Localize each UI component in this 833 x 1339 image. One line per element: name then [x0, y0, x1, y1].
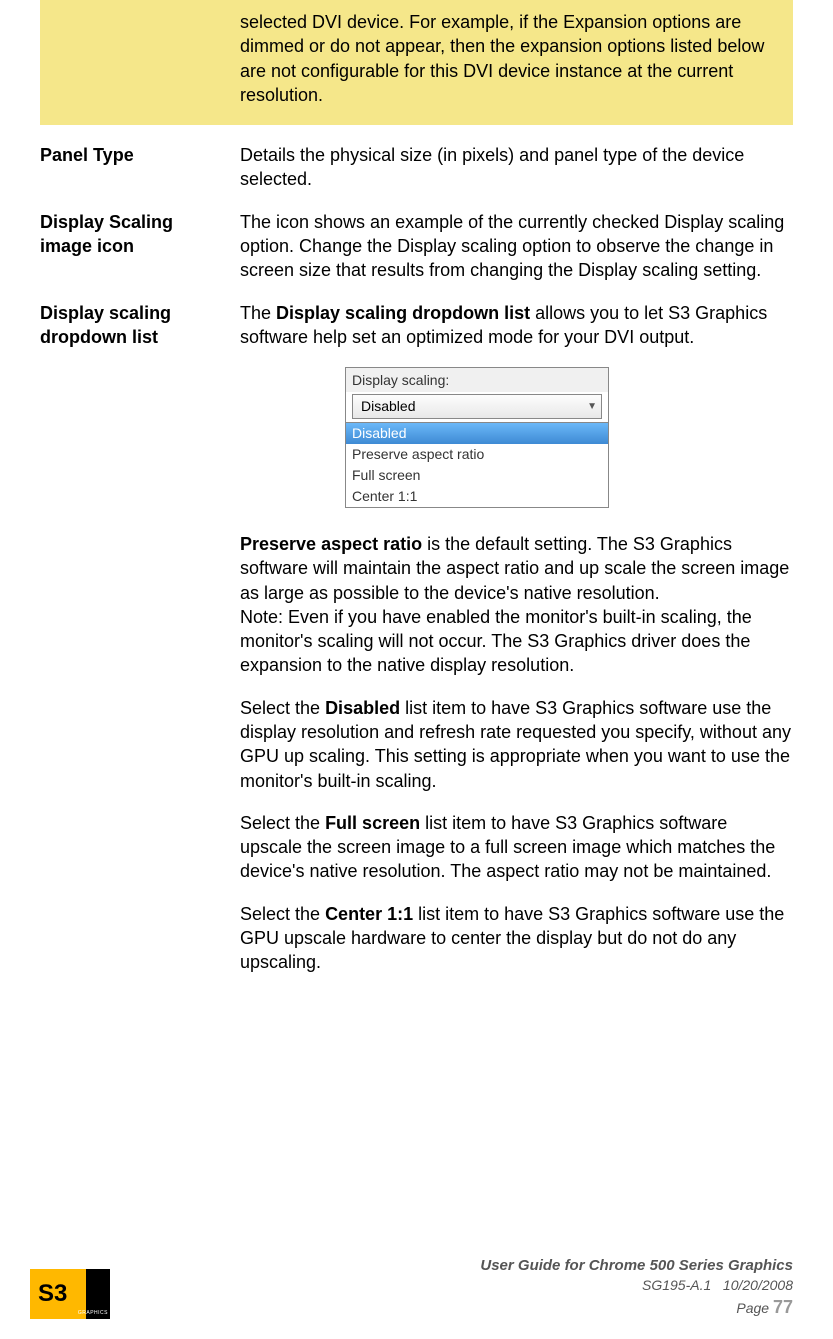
page-footer: S3 GRAPHICS User Guide for Chrome 500 Se… [0, 1246, 833, 1339]
text-segment: Disabled [325, 698, 400, 718]
paragraph: Preserve aspect ratio is the default set… [240, 532, 793, 605]
definition-term: Display Scaling image icon [40, 210, 240, 283]
text-segment: Preserve aspect ratio [240, 534, 422, 554]
dropdown-term: Display scaling dropdown list [40, 301, 240, 975]
text-segment: Details the physical size (in pixels) an… [240, 145, 744, 189]
dropdown-list: DisabledPreserve aspect ratioFull screen… [346, 422, 608, 507]
footer-page-label: Page [736, 1300, 769, 1316]
s3-logo: S3 GRAPHICS [30, 1269, 110, 1319]
text-segment: Center 1:1 [325, 904, 413, 924]
logo-text: S3 [38, 1278, 67, 1310]
dropdown-selected[interactable]: Disabled ▼ [352, 394, 602, 419]
chevron-down-icon: ▼ [587, 400, 597, 414]
note-text: selected DVI device. For example, if the… [240, 10, 793, 107]
text-segment: Display scaling dropdown list [276, 303, 530, 323]
footer-page-number: 77 [773, 1297, 793, 1317]
paragraph: Note: Even if you have enabled the monit… [240, 605, 793, 678]
text-segment: Full screen [325, 813, 420, 833]
footer-date: 10/20/2008 [723, 1277, 793, 1293]
paragraph: Select the Center 1:1 list item to have … [240, 902, 793, 975]
dropdown-option[interactable]: Full screen [346, 465, 608, 486]
text-segment: The icon shows an example of the current… [240, 212, 784, 281]
dropdown-option[interactable]: Disabled [346, 423, 608, 444]
dropdown-option[interactable]: Center 1:1 [346, 486, 608, 507]
footer-title: User Guide for Chrome 500 Series Graphic… [480, 1257, 793, 1274]
dropdown-intro: The Display scaling dropdown list allows… [240, 301, 793, 350]
dropdown-option[interactable]: Preserve aspect ratio [346, 444, 608, 465]
text-segment: The [240, 303, 276, 323]
text-segment: Select the [240, 813, 325, 833]
definition-term: Panel Type [40, 143, 240, 192]
paragraph: Select the Disabled list item to have S3… [240, 696, 793, 793]
dropdown-widget: Display scaling: Disabled ▼ DisabledPres… [345, 367, 609, 507]
definition-list: Panel TypeDetails the physical size (in … [40, 125, 793, 282]
dropdown-selected-text: Disabled [361, 397, 415, 416]
dropdown-label: Display scaling: [346, 368, 608, 392]
logo-subtext: GRAPHICS [78, 1310, 108, 1317]
definition-row: Display Scaling image iconThe icon shows… [40, 192, 793, 283]
paragraph: Details the physical size (in pixels) an… [240, 143, 793, 192]
definition-row: Panel TypeDetails the physical size (in … [40, 125, 793, 192]
definition-text: Details the physical size (in pixels) an… [240, 143, 793, 192]
paragraph: Select the Full screen list item to have… [240, 811, 793, 884]
footer-text: User Guide for Chrome 500 Series Graphic… [110, 1256, 793, 1319]
dropdown-paragraphs: Preserve aspect ratio is the default set… [240, 532, 793, 975]
dropdown-def: The Display scaling dropdown list allows… [240, 301, 793, 975]
page-content: selected DVI device. For example, if the… [0, 0, 833, 975]
definition-text: The icon shows an example of the current… [240, 210, 793, 283]
text-segment: Select the [240, 904, 325, 924]
note-term [40, 10, 240, 107]
text-segment: Note: Even if you have enabled the monit… [240, 607, 752, 676]
footer-docid: SG195-A.1 [642, 1277, 711, 1293]
paragraph: The icon shows an example of the current… [240, 210, 793, 283]
note-box: selected DVI device. For example, if the… [40, 0, 793, 125]
text-segment: Select the [240, 698, 325, 718]
dropdown-definition-row: Display scaling dropdown list The Displa… [40, 283, 793, 975]
